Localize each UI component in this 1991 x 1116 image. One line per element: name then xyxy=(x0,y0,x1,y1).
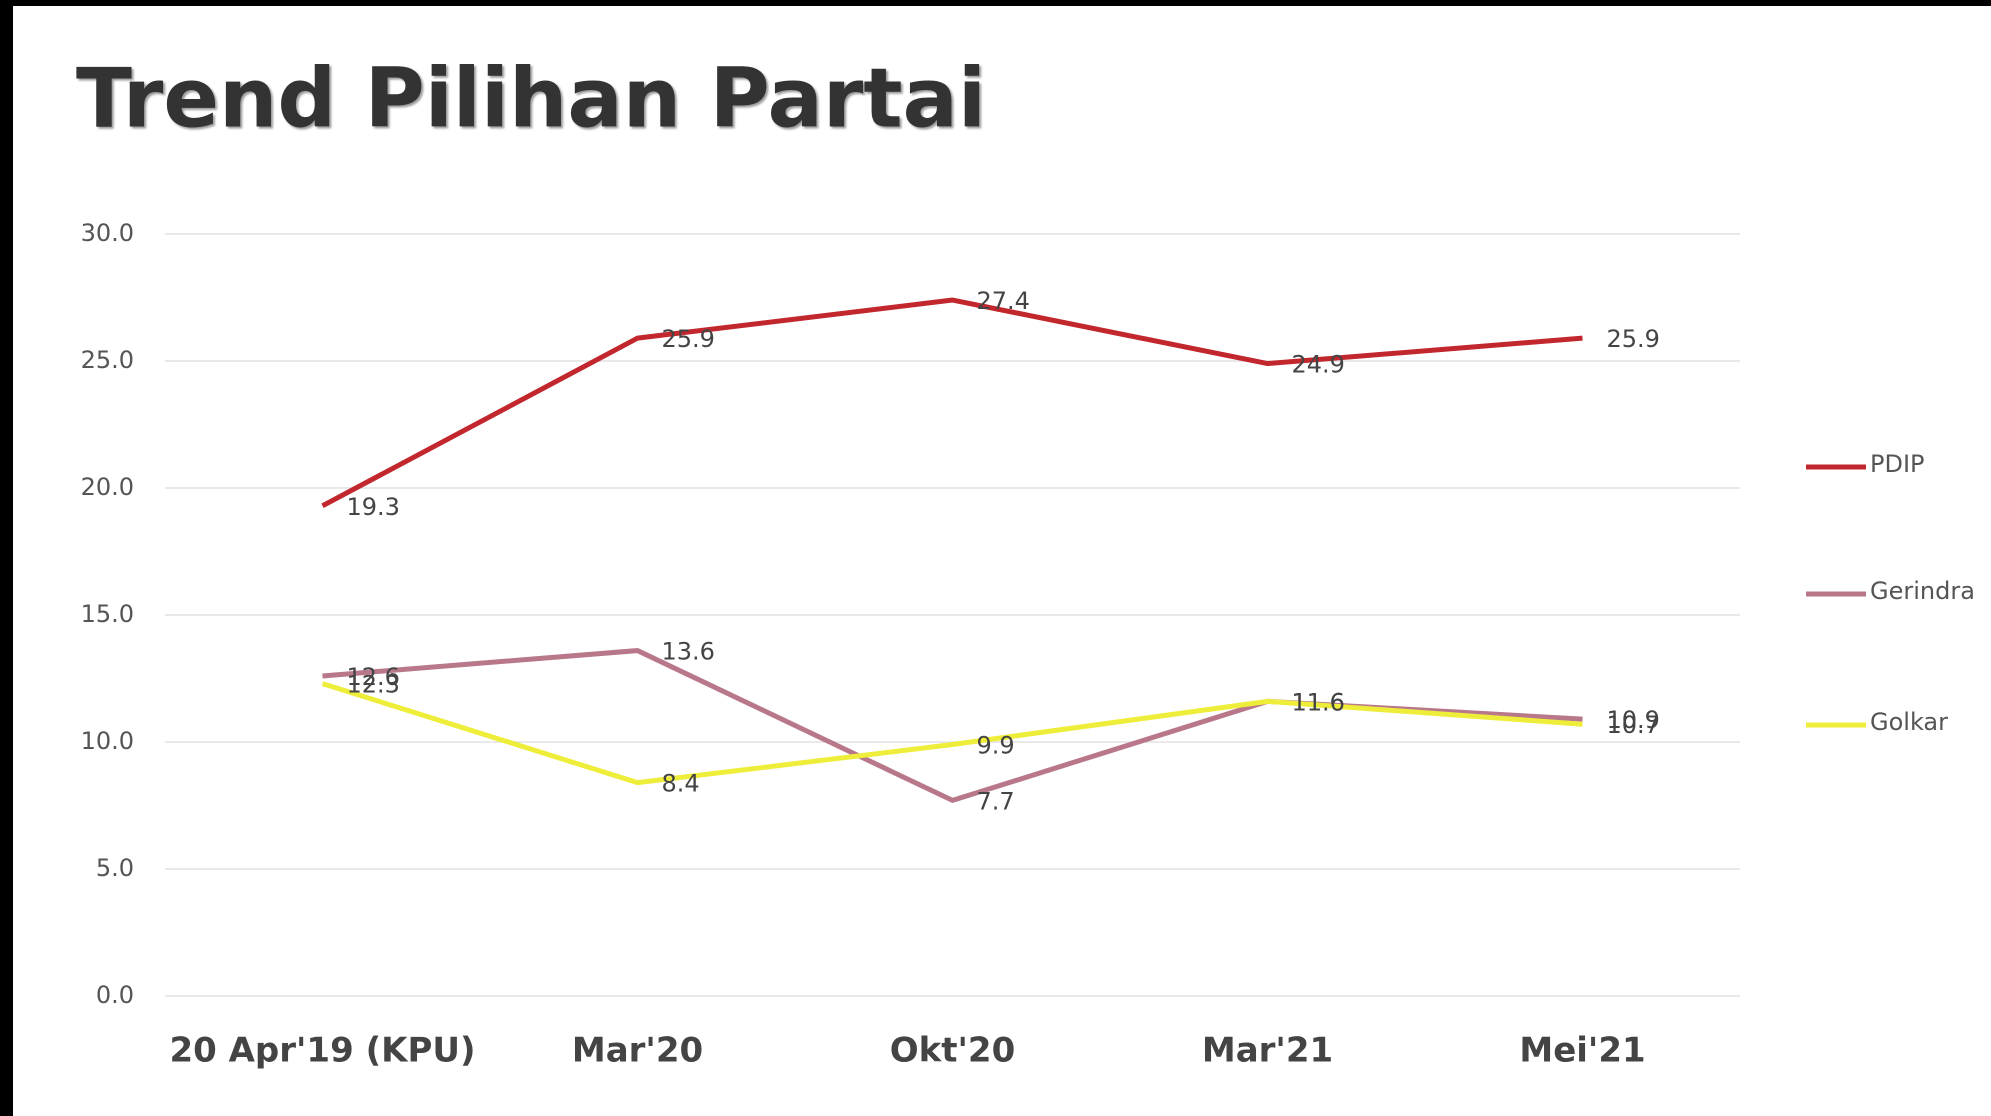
data-label: 10.7 xyxy=(1607,711,1660,739)
x-tick-label: Okt'20 xyxy=(890,1031,1016,1071)
data-label: 10.9 xyxy=(1607,706,1660,734)
data-label: 24.9 xyxy=(1292,351,1345,379)
series-line xyxy=(321,681,1583,786)
y-tick-label: 25.0 xyxy=(81,346,134,374)
data-label: 12.3 xyxy=(347,671,400,699)
data-label: 25.9 xyxy=(1607,325,1660,353)
data-label: 12.6 xyxy=(347,663,400,691)
y-tick-label: 0.0 xyxy=(96,981,134,1009)
y-tick-label: 10.0 xyxy=(81,727,134,755)
x-tick-label: Mar'21 xyxy=(1202,1031,1333,1071)
background xyxy=(13,6,1991,1116)
x-tick-label: Mei'21 xyxy=(1519,1031,1645,1071)
y-tick-label: 20.0 xyxy=(81,473,134,501)
data-label: 27.4 xyxy=(977,287,1030,315)
data-label: 25.9 xyxy=(662,325,715,353)
x-tick-label: Mar'20 xyxy=(572,1031,703,1071)
legend-label: PDIP xyxy=(1870,450,1925,478)
data-label: 8.4 xyxy=(662,770,700,798)
legend-label: Golkar xyxy=(1870,708,1948,736)
x-tick-label: 20 Apr'19 (KPU) xyxy=(169,1031,475,1071)
y-tick-label: 30.0 xyxy=(81,219,134,247)
legend-label: Gerindra xyxy=(1870,577,1975,605)
data-label: 9.9 xyxy=(977,732,1015,760)
data-label: 19.3 xyxy=(347,493,400,521)
y-tick-label: 5.0 xyxy=(96,854,134,882)
chart-title: Trend Pilihan Partai xyxy=(76,51,986,146)
data-label: 7.7 xyxy=(977,787,1015,815)
data-label: 13.6 xyxy=(662,638,715,666)
data-label: 11.6 xyxy=(1292,688,1345,716)
series-line xyxy=(321,297,1583,508)
y-tick-label: 15.0 xyxy=(81,600,134,628)
